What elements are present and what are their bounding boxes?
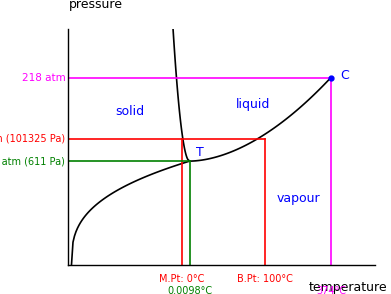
- Text: M.Pt: 0°C: M.Pt: 0°C: [159, 274, 204, 284]
- Text: temperature: temperature: [309, 281, 387, 294]
- Text: 218 atm: 218 atm: [22, 73, 65, 83]
- Text: solid: solid: [115, 105, 144, 118]
- Text: liquid: liquid: [235, 98, 270, 111]
- Text: vapour: vapour: [277, 192, 321, 205]
- Text: 374°C: 374°C: [316, 286, 346, 294]
- Text: 1 atm (101325 Pa): 1 atm (101325 Pa): [0, 134, 65, 144]
- Text: C: C: [340, 69, 349, 82]
- Text: pressure: pressure: [68, 0, 122, 11]
- Text: B.Pt: 100°C: B.Pt: 100°C: [237, 274, 293, 284]
- Text: T: T: [196, 146, 204, 159]
- Text: 0.006 atm (611 Pa): 0.006 atm (611 Pa): [0, 156, 65, 166]
- Text: 0.0098°C: 0.0098°C: [167, 286, 212, 294]
